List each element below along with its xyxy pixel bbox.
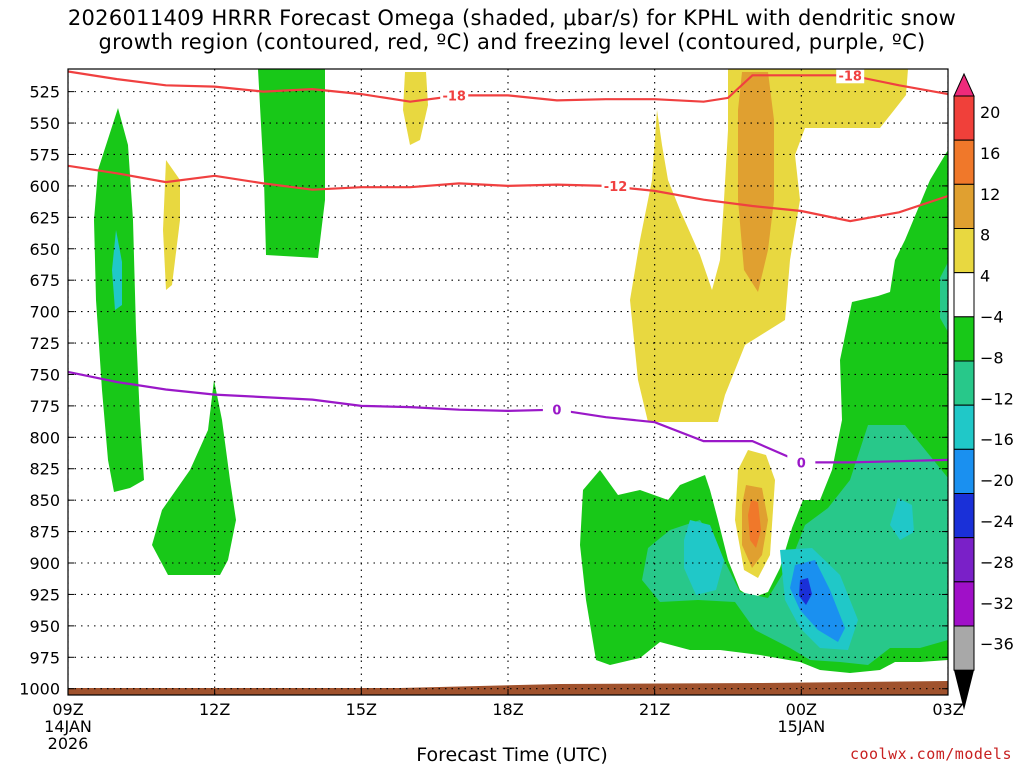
y-tick-label: 650	[29, 240, 60, 259]
omega-region-sinking-low-left	[152, 380, 236, 575]
colorbar-swatch	[953, 183, 975, 229]
colorbar-label: 16	[980, 144, 1000, 163]
omega-region-rising-top	[630, 69, 908, 422]
omega-region-rising-small-a	[403, 72, 428, 145]
colorbar-arrow-bottom	[954, 670, 974, 711]
grid	[68, 69, 948, 695]
y-tick-label: 825	[29, 460, 60, 479]
x-tick-label: 12Z	[199, 700, 230, 719]
y-tick-label: 875	[29, 523, 60, 542]
dgz-contour-1	[68, 164, 948, 223]
colorbar-swatch	[953, 493, 975, 539]
omega-region-orange-top	[738, 72, 774, 292]
colorbar-swatch	[953, 272, 975, 318]
x-tick-sublabel: 15JAN	[777, 717, 825, 736]
freezing-label-b-bg	[787, 453, 816, 471]
dgz-label-18a: -18	[442, 89, 466, 104]
colorbar-swatch	[953, 95, 975, 141]
colorbar-label: −36	[980, 635, 1014, 654]
y-tick-label: 800	[29, 428, 60, 447]
dgz-label-18b-bg	[836, 69, 865, 84]
x-tick-label: 00Z	[786, 700, 817, 719]
y-tick-label: 925	[29, 585, 60, 604]
y-tick-label: 1000	[19, 680, 60, 699]
colorbar-swatch	[953, 537, 975, 583]
y-tick-label: 900	[29, 554, 60, 573]
omega-region-cyan-a	[684, 520, 724, 595]
omega-region-darkblue	[799, 578, 812, 605]
chart-title: 2026011409 HRRR Forecast Omega (shaded, …	[0, 6, 1024, 54]
colorbar-label: −32	[980, 594, 1014, 613]
omega-region-sinking-strip-b	[258, 69, 325, 258]
x-tick-label: 18Z	[492, 700, 523, 719]
dgz-label-12: -12	[604, 180, 628, 195]
y-tick-label: 775	[29, 397, 60, 416]
x-tick-label: 03Z	[932, 700, 963, 719]
colorbar-swatch	[953, 404, 975, 450]
omega-region-red-mid	[748, 500, 761, 548]
omega-region-cyan-c	[890, 498, 914, 540]
chart-title-line1: 2026011409 HRRR Forecast Omega (shaded, …	[67, 6, 957, 30]
dgz-label-18b: -18	[838, 69, 862, 84]
dgz-contour-0	[68, 70, 948, 103]
dgz-label-18a-bg	[440, 86, 469, 104]
y-tick-label: 600	[29, 177, 60, 196]
colorbar-label: −28	[980, 553, 1014, 572]
x-tick-sublabel: 14JAN	[44, 717, 92, 736]
x-tick-label: 15Z	[346, 700, 377, 719]
colorbar-swatch	[953, 316, 975, 362]
omega-region-teal-lower	[642, 425, 948, 665]
colorbar: 20 16 12 8 4 −4 −8 −12 −16 −20 −24 −28 −32 −36	[953, 72, 1014, 711]
contours: -18 -18 -12 0 0	[68, 69, 948, 471]
colorbar-label: −20	[980, 471, 1014, 490]
colorbar-label: 20	[980, 103, 1000, 122]
colorbar-swatch	[953, 581, 975, 627]
colorbar-swatch	[953, 448, 975, 495]
y-tick-label: 725	[29, 334, 60, 353]
y-tick-label: 525	[29, 83, 60, 102]
omega-region-cyan-d	[112, 230, 122, 310]
y-tick-label: 950	[29, 617, 60, 636]
colorbar-swatch-gray	[953, 625, 975, 671]
colorbar-label: 8	[980, 226, 990, 245]
omega-region-rising-small-b	[163, 160, 180, 290]
y-axis: 525 550 575 600 625 650 675 700 725 750 775 800 825 8…	[19, 83, 948, 699]
y-tick-label: 850	[29, 491, 60, 510]
colorbar-swatch	[953, 139, 975, 185]
x-tick-sublabel2: 2026	[48, 734, 89, 753]
colorbar-label: −16	[980, 430, 1014, 449]
x-axis-label: Forecast Time (UTC)	[416, 744, 608, 766]
y-tick-label: 975	[29, 648, 60, 667]
colorbar-swatch	[953, 360, 975, 406]
colorbar-label: 12	[980, 185, 1000, 204]
omega-shading	[68, 69, 948, 695]
credit-text[interactable]: coolwx.com/models	[849, 745, 1012, 763]
freezing-label-b: 0	[797, 456, 806, 471]
colorbar-label: 4	[980, 267, 990, 286]
colorbar-label: −24	[980, 512, 1014, 531]
colorbar-swatch	[953, 228, 975, 274]
plot-area: -18 -18 -12 0 0	[68, 69, 948, 695]
freezing-label-a: 0	[552, 404, 561, 419]
y-tick-label: 675	[29, 271, 60, 290]
y-tick-label: 625	[29, 208, 60, 227]
chart-title-line2: growth region (contoured, red, ºC) and f…	[98, 30, 926, 54]
y-tick-label: 575	[29, 145, 60, 164]
freezing-label-a-bg	[542, 400, 571, 418]
y-tick-label: 700	[29, 303, 60, 322]
colorbar-label: −4	[980, 308, 1004, 327]
omega-region-teal-right-edge	[940, 262, 948, 332]
colorbar-arrow-top	[953, 72, 975, 97]
x-tick-label: 21Z	[639, 700, 670, 719]
x-tick-label: 09Z	[52, 700, 83, 719]
colorbar-label: −8	[980, 348, 1004, 367]
y-tick-label: 550	[29, 114, 60, 133]
dgz-label-12-bg	[601, 176, 630, 194]
y-tick-label: 750	[29, 365, 60, 384]
colorbar-label: −12	[980, 389, 1014, 408]
